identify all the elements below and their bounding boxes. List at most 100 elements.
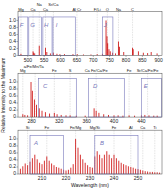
peak	[98, 113, 99, 117]
y-tick-label: 1.0	[9, 17, 16, 23]
peak	[45, 112, 46, 117]
peak	[27, 115, 28, 117]
peak	[102, 158, 103, 174]
panel: FGHIJ00.20.40.60.81.05005506006507007508…	[9, 2, 163, 62]
region-label: F	[20, 22, 24, 28]
y-tick	[17, 48, 19, 49]
y-tick-label: 0.4	[9, 99, 16, 105]
peak	[121, 163, 122, 174]
element-label: Al	[129, 125, 133, 130]
region-label: H	[44, 22, 49, 28]
peak	[34, 155, 35, 174]
element-label: Mg	[18, 7, 24, 12]
element-line	[70, 73, 71, 117]
peak	[22, 166, 23, 174]
element-line	[45, 12, 46, 56]
element-label: Mg	[20, 68, 26, 73]
peak	[142, 170, 143, 174]
y-tick-label: 0.8	[9, 85, 16, 91]
region-box	[43, 17, 52, 56]
peak	[133, 49, 134, 55]
peak	[138, 51, 139, 55]
peak	[116, 158, 117, 174]
y-tick-label: 0.8	[9, 142, 16, 148]
element-line	[33, 12, 34, 56]
element-line	[39, 12, 40, 56]
peak	[133, 168, 134, 174]
peak	[57, 114, 58, 117]
y-tick-label: 0	[13, 170, 16, 176]
peak	[68, 170, 69, 174]
element-label: F/Li	[94, 7, 101, 12]
peak	[27, 165, 28, 174]
peak	[42, 164, 43, 174]
y-tick	[17, 138, 19, 139]
peak	[135, 169, 136, 174]
region-label: E	[144, 83, 149, 89]
peak	[25, 163, 26, 174]
frame	[18, 130, 162, 174]
element-line	[118, 12, 119, 56]
peak	[32, 158, 33, 174]
region-box	[89, 78, 125, 117]
peak	[104, 155, 105, 174]
peak	[61, 169, 62, 174]
peak	[119, 47, 120, 56]
peak	[61, 115, 62, 117]
peak	[39, 46, 40, 56]
element-label: Ca Fe/Ca/Fe	[85, 68, 109, 73]
peak	[32, 91, 33, 117]
plot-area	[21, 12, 157, 56]
y-tick	[17, 103, 19, 104]
plot-area	[23, 73, 157, 117]
peak	[157, 172, 158, 174]
element-label: Fe	[112, 125, 117, 130]
x-tick-label: 900	[155, 57, 164, 63]
y-tick-label: 1.0	[9, 78, 16, 84]
x-tick-label: 230	[86, 175, 95, 181]
peak	[150, 172, 151, 174]
y-tick	[17, 20, 19, 21]
y-tick-label: 0.8	[9, 24, 16, 30]
element-label: Fe	[127, 68, 132, 73]
peak	[115, 53, 116, 55]
element-label: Mg/Si	[90, 125, 100, 130]
element-line	[35, 73, 36, 117]
element-line	[142, 130, 143, 174]
peak	[145, 171, 146, 174]
peak	[130, 167, 131, 174]
element-label: Al Cr	[72, 7, 82, 12]
x-tick-label: 550	[40, 57, 49, 63]
region-box	[29, 17, 42, 56]
peak	[108, 115, 109, 117]
peak	[54, 165, 55, 174]
y-tick-label: 0	[13, 113, 16, 119]
peak	[45, 48, 46, 56]
element-line	[97, 12, 98, 56]
region-box	[102, 17, 112, 56]
element-line	[129, 73, 130, 117]
peak	[34, 53, 35, 55]
y-tick	[17, 55, 19, 56]
region-label: A	[33, 140, 38, 146]
peak	[103, 114, 104, 117]
y-tick-label: 1.0	[9, 135, 16, 141]
element-label: Na	[37, 2, 43, 7]
peak	[49, 114, 50, 118]
region-box	[19, 17, 28, 56]
x-tick-label: 400	[110, 118, 119, 124]
element-line	[96, 73, 97, 117]
element-line	[54, 73, 55, 117]
peak	[50, 53, 51, 55]
region-box	[53, 17, 75, 56]
x-tick-label: 210	[38, 175, 47, 181]
element-line	[27, 130, 28, 174]
peak	[54, 113, 55, 117]
peak	[22, 114, 23, 117]
element-label: Fe	[44, 125, 49, 130]
peak	[33, 51, 34, 55]
element-line	[147, 73, 148, 117]
peak	[110, 51, 111, 55]
element-line	[130, 130, 131, 174]
region-label: I	[56, 22, 58, 28]
